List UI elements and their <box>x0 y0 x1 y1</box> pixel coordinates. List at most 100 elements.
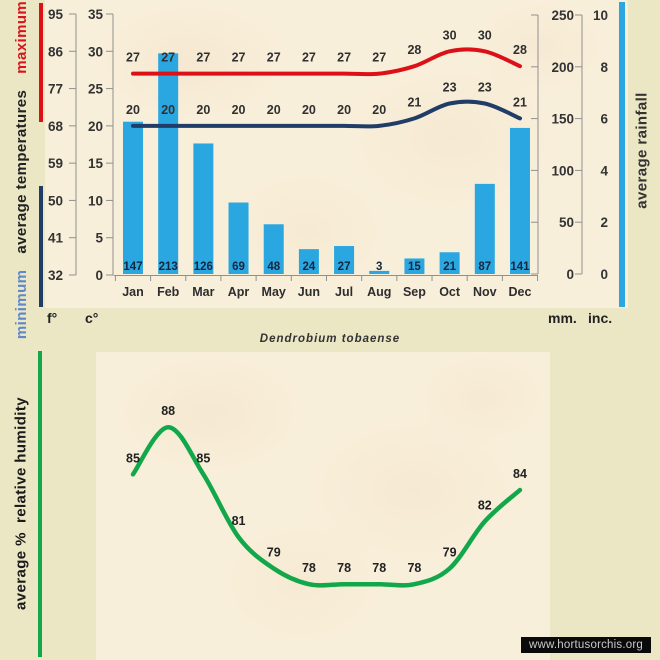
svg-text:30: 30 <box>443 28 457 42</box>
svg-text:147: 147 <box>123 261 142 273</box>
svg-text:27: 27 <box>196 51 210 65</box>
rainfall-bar <box>369 270 390 274</box>
svg-text:82: 82 <box>478 498 492 512</box>
svg-text:30: 30 <box>478 28 492 42</box>
svg-text:150: 150 <box>551 112 574 127</box>
svg-text:Nov: Nov <box>473 285 497 299</box>
millimeters-unit-label: mm. <box>548 310 577 326</box>
svg-text:0: 0 <box>95 268 103 283</box>
svg-text:25: 25 <box>88 82 104 97</box>
svg-text:20: 20 <box>337 103 351 117</box>
svg-text:4: 4 <box>600 163 608 178</box>
svg-text:0: 0 <box>600 267 608 282</box>
svg-text:27: 27 <box>126 51 140 65</box>
svg-text:78: 78 <box>337 561 351 575</box>
svg-text:79: 79 <box>267 546 281 560</box>
svg-text:Jun: Jun <box>298 285 320 299</box>
humidity-panel <box>96 352 550 660</box>
svg-text:20: 20 <box>88 119 103 134</box>
rainfall-bar <box>228 202 249 274</box>
svg-text:27: 27 <box>338 261 351 273</box>
svg-text:27: 27 <box>267 51 281 65</box>
humidity-line <box>130 424 523 588</box>
rainfall-bar <box>439 252 460 274</box>
svg-text:27: 27 <box>161 51 175 65</box>
svg-text:30: 30 <box>88 44 103 59</box>
svg-text:28: 28 <box>407 43 421 57</box>
svg-text:28: 28 <box>513 43 527 57</box>
svg-text:69: 69 <box>232 261 245 273</box>
rainfall-bar <box>123 121 143 274</box>
month-labels: Jan Feb Mar Apr May Jun Jul Aug Sep Oct Nov Dec <box>122 285 531 299</box>
svg-text:81: 81 <box>232 514 246 528</box>
svg-text:20: 20 <box>372 103 386 117</box>
svg-text:10: 10 <box>88 193 103 208</box>
svg-text:5: 5 <box>95 231 103 246</box>
svg-text:48: 48 <box>267 261 280 273</box>
rainfall-bar <box>298 249 319 274</box>
svg-text:141: 141 <box>510 261 530 273</box>
svg-text:88: 88 <box>161 404 175 418</box>
svg-text:27: 27 <box>337 51 351 65</box>
svg-text:85: 85 <box>126 451 140 465</box>
svg-text:21: 21 <box>443 261 456 273</box>
svg-text:Aug: Aug <box>367 285 391 299</box>
svg-text:200: 200 <box>551 60 574 75</box>
svg-text:Jan: Jan <box>122 285 144 299</box>
rainfall-bar <box>404 258 425 274</box>
rainfall-bar <box>263 224 284 274</box>
svg-text:78: 78 <box>372 561 386 575</box>
maximum-temperature-line <box>131 47 522 77</box>
svg-text:100: 100 <box>551 163 574 178</box>
svg-text:20: 20 <box>126 103 140 117</box>
svg-text:20: 20 <box>302 103 316 117</box>
svg-text:3: 3 <box>376 261 382 273</box>
rainfall-bar <box>158 53 179 274</box>
svg-text:Oct: Oct <box>439 285 461 299</box>
svg-text:86: 86 <box>48 44 64 59</box>
svg-text:27: 27 <box>232 51 246 65</box>
rainfall-value-labels: 147 213 126 69 48 24 27 3 15 21 87 141 <box>123 261 530 273</box>
svg-text:87: 87 <box>478 261 491 273</box>
rainfall-bar <box>334 246 355 274</box>
svg-text:78: 78 <box>302 561 316 575</box>
svg-text:20: 20 <box>161 103 175 117</box>
svg-text:213: 213 <box>159 261 178 273</box>
svg-text:10: 10 <box>593 8 608 23</box>
humidity-legend-bar <box>38 351 42 657</box>
svg-text:23: 23 <box>478 80 492 94</box>
svg-text:126: 126 <box>194 261 213 273</box>
svg-text:Feb: Feb <box>157 285 180 299</box>
svg-text:79: 79 <box>443 546 457 560</box>
maximum-temperature-labels: 27 27 27 27 27 27 27 27 28 30 30 28 <box>126 28 527 64</box>
humidity-value-labels: 85 88 85 81 79 78 78 78 78 79 82 84 <box>126 404 527 575</box>
svg-text:50: 50 <box>559 215 574 230</box>
rainfall-bar <box>509 127 530 274</box>
svg-text:2: 2 <box>600 215 608 230</box>
svg-text:23: 23 <box>443 80 457 94</box>
svg-text:21: 21 <box>513 95 527 109</box>
svg-text:Sep: Sep <box>403 285 426 299</box>
top-chart-axes: 9586776859504132353025201510502502001501… <box>48 7 609 283</box>
minimum-temperature-labels: 20 20 20 20 20 20 20 20 21 23 23 21 <box>126 80 527 116</box>
svg-text:50: 50 <box>48 193 63 208</box>
rainfall-bar <box>474 183 495 274</box>
fahrenheit-unit-label: f° <box>47 310 58 326</box>
svg-text:Dec: Dec <box>509 285 532 299</box>
svg-text:Apr: Apr <box>228 285 250 299</box>
svg-text:8: 8 <box>600 60 608 75</box>
rainfall-bar <box>193 143 214 274</box>
svg-text:Jul: Jul <box>335 285 353 299</box>
svg-text:84: 84 <box>513 467 527 481</box>
svg-text:35: 35 <box>88 7 104 22</box>
maximum-temperature-legend-bar <box>39 3 43 122</box>
svg-text:20: 20 <box>196 103 210 117</box>
rainfall-legend-bar <box>619 2 625 307</box>
watermark: www.hortusorchis.org <box>521 637 651 653</box>
svg-text:68: 68 <box>48 119 64 134</box>
svg-text:27: 27 <box>302 51 316 65</box>
rainfall-bars <box>123 53 530 274</box>
svg-text:May: May <box>262 285 286 299</box>
